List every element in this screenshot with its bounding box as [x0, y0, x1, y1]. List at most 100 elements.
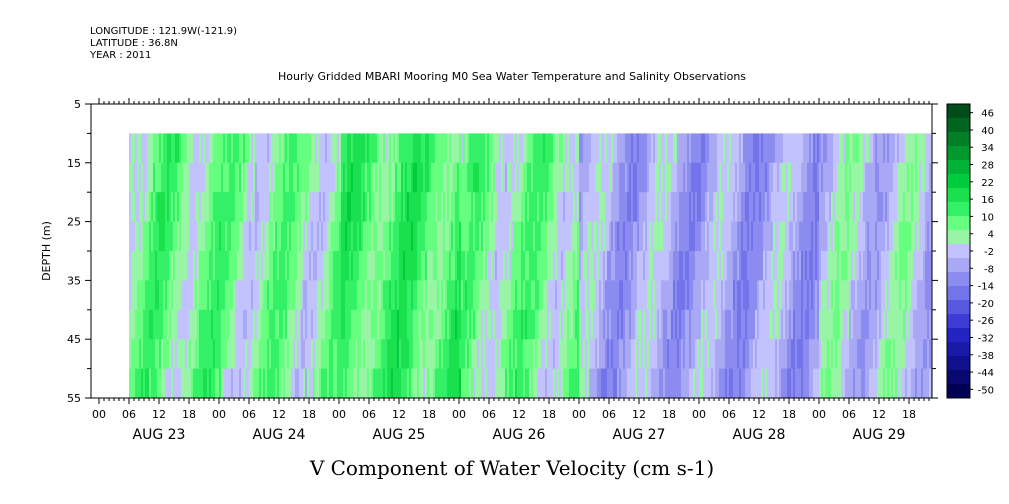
heatmap-cell — [465, 280, 468, 311]
heatmap-cell — [867, 339, 870, 370]
heatmap-cell — [879, 368, 882, 398]
heatmap-cell — [891, 280, 894, 311]
heatmap-cell — [927, 133, 930, 164]
heatmap-cell — [203, 339, 206, 370]
heatmap-cell — [919, 221, 922, 252]
heatmap-cell — [469, 221, 472, 252]
heatmap-cell — [685, 251, 688, 281]
heatmap-cell — [573, 280, 576, 311]
heatmap-cell — [183, 368, 186, 398]
heatmap-cell — [571, 280, 574, 311]
heatmap-cell — [413, 309, 416, 340]
heatmap-cell — [723, 280, 726, 311]
heatmap-cell — [461, 309, 464, 340]
heatmap-cell — [927, 221, 930, 252]
heatmap-cell — [395, 162, 398, 193]
heatmap-cell — [201, 339, 204, 370]
heatmap-cell — [853, 162, 856, 193]
heatmap-cell — [579, 339, 582, 370]
heatmap-cell — [343, 251, 346, 281]
heatmap-cell — [617, 192, 620, 223]
heatmap-cell — [367, 280, 370, 311]
heatmap-cell — [665, 251, 668, 281]
heatmap-cell — [247, 339, 250, 370]
heatmap-cell — [511, 251, 514, 281]
heatmap-cell — [549, 368, 552, 398]
heatmap-cell — [499, 339, 502, 370]
longitude-text: LONGITUDE : 121.9W(-121.9) — [90, 26, 237, 37]
heatmap-cell — [885, 339, 888, 370]
latitude-text: LATITUDE : 36.8N — [90, 38, 178, 49]
heatmap-cell — [865, 309, 868, 340]
heatmap-cell — [589, 221, 592, 252]
heatmap-cell — [875, 368, 878, 398]
heatmap-cell — [205, 251, 208, 281]
heatmap-cell — [829, 339, 832, 370]
heatmap-cell — [681, 221, 684, 252]
heatmap-cell — [575, 251, 578, 281]
heatmap-cell — [285, 280, 288, 311]
heatmap-cell — [139, 309, 142, 340]
heatmap-cell — [697, 280, 700, 311]
heatmap-cell — [459, 162, 462, 193]
heatmap-cell — [775, 280, 778, 311]
heatmap-cell — [563, 309, 566, 340]
heatmap-cell — [679, 221, 682, 252]
heatmap-cell — [685, 192, 688, 223]
heatmap-cell — [167, 133, 170, 164]
heatmap-cell — [477, 309, 480, 340]
heatmap-cell — [809, 133, 812, 164]
heatmap-cell — [629, 309, 632, 340]
heatmap-cell — [881, 251, 884, 281]
heatmap-cell — [901, 221, 904, 252]
heatmap-cell — [353, 162, 356, 193]
heatmap-cell — [857, 280, 860, 311]
heatmap-cell — [829, 368, 832, 398]
heatmap-cell — [261, 368, 264, 398]
heatmap-cell — [441, 192, 444, 223]
heatmap-cell — [525, 280, 528, 311]
heatmap-cell — [819, 309, 822, 340]
heatmap-cell — [539, 339, 542, 370]
heatmap-cell — [235, 162, 238, 193]
heatmap-cell — [557, 133, 560, 164]
heatmap-cell — [749, 221, 752, 252]
heatmap-cell — [739, 309, 742, 340]
heatmap-cell — [201, 368, 204, 398]
x-tick-label: 12 — [512, 408, 526, 421]
heatmap-cell — [597, 368, 600, 398]
heatmap-cell — [419, 162, 422, 193]
heatmap-cell — [767, 280, 770, 311]
heatmap-cell — [751, 280, 754, 311]
heatmap-cell — [897, 133, 900, 164]
heatmap-cell — [627, 280, 630, 311]
heatmap-cell — [513, 192, 516, 223]
heatmap-cell — [789, 133, 792, 164]
heatmap-cell — [483, 162, 486, 193]
heatmap-cell — [275, 368, 278, 398]
heatmap-cell — [669, 309, 672, 340]
heatmap-cell — [477, 162, 480, 193]
heatmap-cell — [321, 162, 324, 193]
heatmap-cell — [453, 162, 456, 193]
heatmap-cell — [601, 368, 604, 398]
heatmap-cell — [247, 251, 250, 281]
heatmap-cell — [279, 221, 282, 252]
heatmap-cell — [173, 339, 176, 370]
heatmap-cell — [623, 221, 626, 252]
heatmap-cell — [729, 251, 732, 281]
heatmap-cell — [605, 192, 608, 223]
x-tick-label: 06 — [842, 408, 856, 421]
heatmap-cell — [711, 192, 714, 223]
heatmap-cell — [697, 192, 700, 223]
heatmap-cell — [473, 339, 476, 370]
heatmap-cell — [269, 280, 272, 311]
heatmap-cell — [173, 221, 176, 252]
heatmap-cell — [741, 133, 744, 164]
heatmap-cell — [415, 162, 418, 193]
heatmap-cell — [671, 339, 674, 370]
heatmap-cell — [641, 162, 644, 193]
heatmap-cell — [287, 162, 290, 193]
heatmap-cell — [533, 280, 536, 311]
heatmap-cell — [753, 309, 756, 340]
